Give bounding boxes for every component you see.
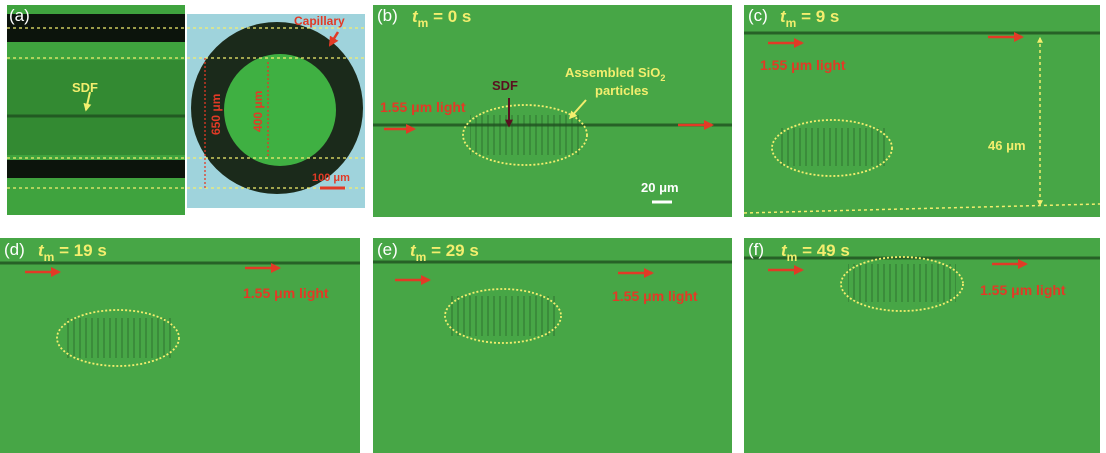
subscript: m (44, 250, 55, 264)
panel-a: (a) SDF Capillary 650 μm 400 μm 100 μm (7, 5, 365, 215)
particles (848, 264, 956, 302)
micrograph (744, 5, 1100, 217)
dark-band (7, 160, 185, 178)
capillary-label: Capillary (294, 14, 345, 28)
scale-label: 20 μm (641, 180, 679, 195)
particles (470, 115, 580, 155)
value: = 49 s (797, 241, 849, 260)
light-label: 1.55 μm light (760, 57, 846, 73)
value: = 29 s (426, 241, 478, 260)
micrograph (0, 238, 360, 453)
outer-diameter: 650 μm (209, 94, 223, 135)
subscript: 2 (660, 73, 665, 83)
page: (a) SDF Capillary 650 μm 400 μm 100 μm (… (0, 0, 1106, 453)
subscript: m (786, 16, 797, 30)
value: = 19 s (54, 241, 106, 260)
panel-label: (d) (4, 240, 25, 259)
panel-d: (d) tm = 19 s 1.55 μm light (0, 238, 360, 453)
micrograph (373, 238, 732, 453)
panel-e: (e) tm = 29 s 1.55 μm light (373, 238, 732, 453)
distance-label: 46 μm (988, 138, 1026, 153)
light-label: 1.55 μm light (980, 282, 1066, 298)
value: = 0 s (428, 7, 471, 26)
assembled-label-2: particles (595, 83, 648, 98)
scale-label: 100 μm (312, 172, 350, 184)
core-region (7, 60, 185, 155)
light-label: 1.55 μm light (243, 285, 329, 301)
subscript: m (787, 250, 798, 264)
light-label: 1.55 μm light (612, 288, 698, 304)
light-label: 1.55 μm light (380, 99, 466, 115)
subscript: m (418, 16, 429, 30)
particles (64, 318, 174, 358)
panel-f: (f) tm = 49 s 1.55 μm light (744, 238, 1100, 453)
figure: (a) SDF Capillary 650 μm 400 μm 100 μm (… (0, 0, 1106, 453)
panel-b: (b) tm = 0 s 1.55 μm light SDF Assembled… (373, 5, 732, 217)
panel-c: (c) tm = 9 s 1.55 μm light 46 μm (744, 5, 1100, 217)
panel-label: (b) (377, 6, 398, 25)
panel-label: (e) (377, 240, 398, 259)
panel-label: (f) (748, 240, 764, 259)
sdf-label: SDF (492, 78, 518, 93)
inner-diameter: 400 μm (251, 91, 265, 132)
subscript: m (416, 250, 427, 264)
sdf-label: SDF (72, 80, 98, 95)
panel-label: (c) (748, 6, 768, 25)
particles (778, 128, 886, 166)
panel-label: (a) (9, 6, 30, 25)
text: Assembled SiO (565, 65, 660, 80)
value: = 9 s (796, 7, 839, 26)
particles (450, 296, 556, 336)
capillary-bore (224, 54, 336, 166)
